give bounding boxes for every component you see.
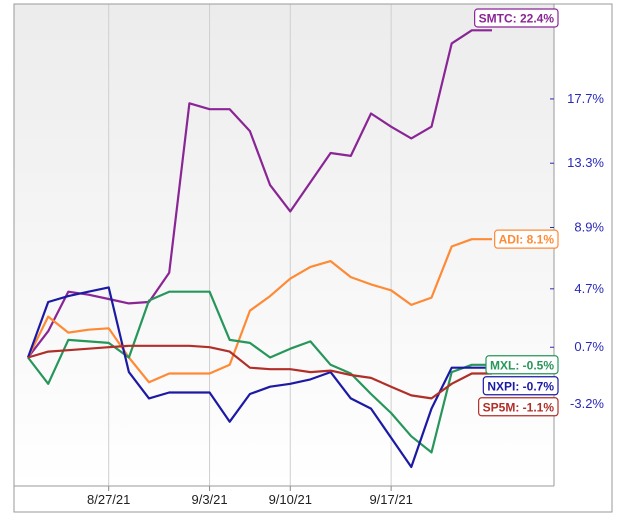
series-line-smtc bbox=[27, 29, 492, 359]
series-end-label: SP5M: -1.1% bbox=[483, 400, 555, 414]
plot-background bbox=[14, 4, 554, 486]
series-end-label: MXL: -0.5% bbox=[490, 358, 554, 372]
series-line-mxl bbox=[27, 290, 492, 454]
series-line-nxpi bbox=[26, 286, 492, 469]
series-end-label-box bbox=[494, 229, 559, 249]
series-end-label: NXPI: -0.7% bbox=[487, 379, 554, 393]
series-end-label: SMTC: 22.4% bbox=[479, 12, 555, 26]
x-tick-label: 8/27/21 bbox=[87, 492, 130, 507]
x-tick-label: 9/17/21 bbox=[369, 492, 412, 507]
y-tick-label: 13.3% bbox=[567, 155, 604, 170]
y-tick-label: 4.7% bbox=[574, 281, 604, 296]
y-tick-label: -3.2% bbox=[570, 396, 604, 411]
series-end-label-box bbox=[474, 8, 559, 28]
series-end-label-box bbox=[478, 397, 559, 417]
series-end-label-box bbox=[485, 355, 559, 375]
series-line-sp5m bbox=[27, 344, 492, 400]
series-end-label: ADI: 8.1% bbox=[499, 233, 555, 247]
y-tick-label: 8.9% bbox=[574, 219, 604, 234]
chart-border bbox=[13, 3, 613, 513]
x-tick-label: 9/3/21 bbox=[191, 492, 227, 507]
series-end-label-box bbox=[482, 376, 559, 396]
x-tick-label: 9/10/21 bbox=[269, 492, 312, 507]
y-tick-label: 17.7% bbox=[567, 91, 604, 106]
series-line-adi bbox=[27, 238, 492, 384]
y-tick-label: 0.7% bbox=[574, 339, 604, 354]
